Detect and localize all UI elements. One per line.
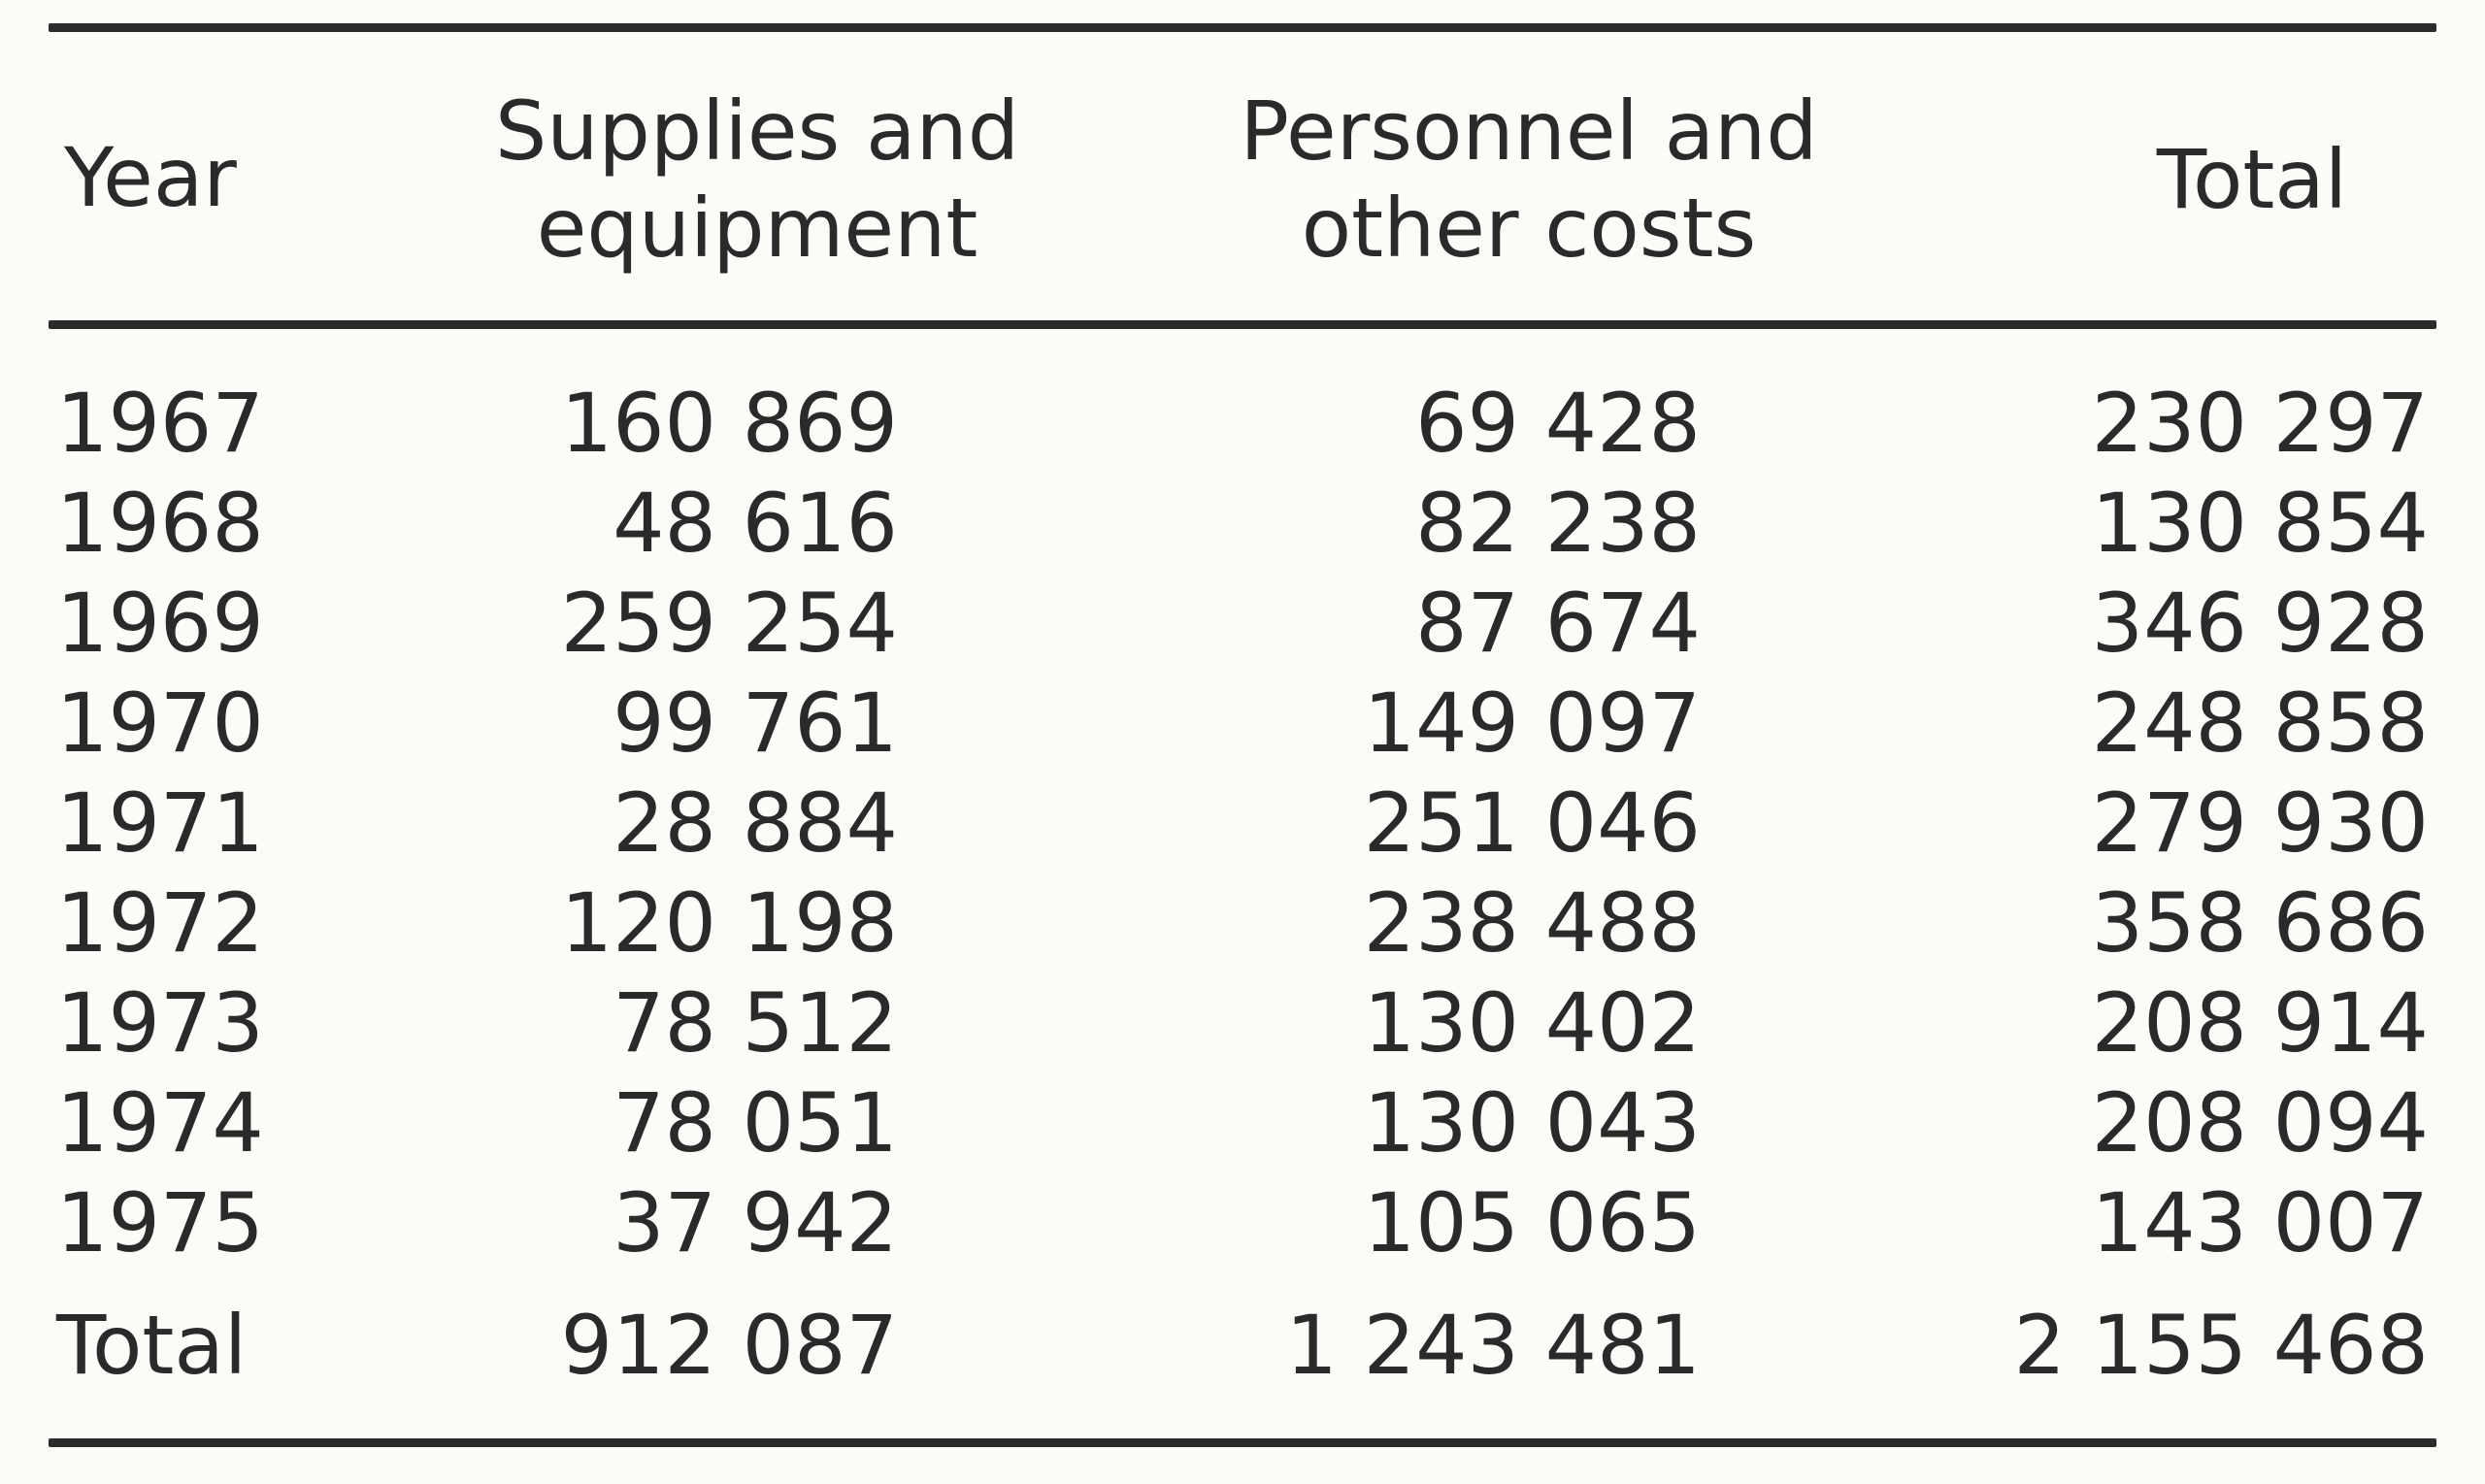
header-year: Year xyxy=(64,130,237,225)
cell-year: 1972 xyxy=(56,875,264,971)
cell-year: 1968 xyxy=(56,476,264,571)
cell-total: 130 854 xyxy=(2091,476,2429,571)
table-body: 1967 160 869 69 428 230 297 1968 48 616 … xyxy=(0,374,2485,1396)
cell-total: 208 094 xyxy=(2091,1075,2429,1171)
cell-year: 1974 xyxy=(56,1075,264,1171)
cell-year: 1969 xyxy=(56,576,264,671)
table-row: 1972 120 198 238 488 358 686 xyxy=(0,874,2485,973)
table-top-rule xyxy=(49,23,2436,32)
table-row: 1974 78 051 130 043 208 094 xyxy=(0,1073,2485,1173)
cell-supplies: 78 512 xyxy=(613,975,898,1071)
cell-supplies: 99 761 xyxy=(613,676,898,771)
cell-supplies: 37 942 xyxy=(613,1175,898,1270)
table-bottom-rule xyxy=(49,1438,2436,1447)
header-personnel-and-other-costs: Personnel and other costs xyxy=(1240,83,1818,276)
cell-total-label: Total xyxy=(56,1298,248,1393)
table-row: 1968 48 616 82 238 130 854 xyxy=(0,474,2485,574)
cell-total: 230 297 xyxy=(2091,376,2429,471)
cell-total: 279 930 xyxy=(2091,775,2429,871)
cell-personnel: 130 402 xyxy=(1363,975,1701,1071)
table-total-row: Total 912 087 1 243 481 2 155 468 xyxy=(0,1296,2485,1396)
cell-year: 1973 xyxy=(56,975,264,1071)
cell-year: 1971 xyxy=(56,775,264,871)
table-row: 1973 78 512 130 402 208 914 xyxy=(0,973,2485,1073)
cell-personnel: 238 488 xyxy=(1363,875,1701,971)
table-row: 1969 259 254 87 674 346 928 xyxy=(0,574,2485,674)
cell-personnel: 87 674 xyxy=(1415,576,1701,671)
cell-personnel: 82 238 xyxy=(1415,476,1701,571)
table-header-rule xyxy=(49,320,2436,329)
cell-total: 346 928 xyxy=(2091,576,2429,671)
cell-personnel: 105 065 xyxy=(1363,1175,1701,1270)
table-row: 1971 28 884 251 046 279 930 xyxy=(0,774,2485,874)
cell-year: 1967 xyxy=(56,376,264,471)
cell-personnel: 149 097 xyxy=(1363,676,1701,771)
cell-year: 1970 xyxy=(56,676,264,771)
cell-personnel: 130 043 xyxy=(1363,1075,1701,1171)
cell-personnel-total: 1 243 481 xyxy=(1285,1298,1701,1393)
cell-supplies-total: 912 087 xyxy=(560,1298,898,1393)
cell-total: 208 914 xyxy=(2091,975,2429,1071)
cell-personnel: 251 046 xyxy=(1363,775,1701,871)
cell-personnel: 69 428 xyxy=(1415,376,1701,471)
cell-year: 1975 xyxy=(56,1175,264,1270)
cell-supplies: 28 884 xyxy=(613,775,898,871)
cell-total: 143 007 xyxy=(2091,1175,2429,1270)
cell-supplies: 78 051 xyxy=(613,1075,898,1171)
cell-grand-total: 2 155 468 xyxy=(2013,1298,2429,1393)
cell-supplies: 48 616 xyxy=(613,476,898,571)
cell-supplies: 259 254 xyxy=(560,576,898,671)
cell-total: 248 858 xyxy=(2091,676,2429,771)
cell-supplies: 120 198 xyxy=(560,875,898,971)
cell-supplies: 160 869 xyxy=(560,376,898,471)
table-row: 1967 160 869 69 428 230 297 xyxy=(0,374,2485,474)
table-row: 1975 37 942 105 065 143 007 xyxy=(0,1173,2485,1273)
table-row: 1970 99 761 149 097 248 858 xyxy=(0,674,2485,774)
header-total: Total xyxy=(2156,132,2348,227)
header-supplies-and-equipment: Supplies and equipment xyxy=(494,83,1020,276)
cell-total: 358 686 xyxy=(2091,875,2429,971)
